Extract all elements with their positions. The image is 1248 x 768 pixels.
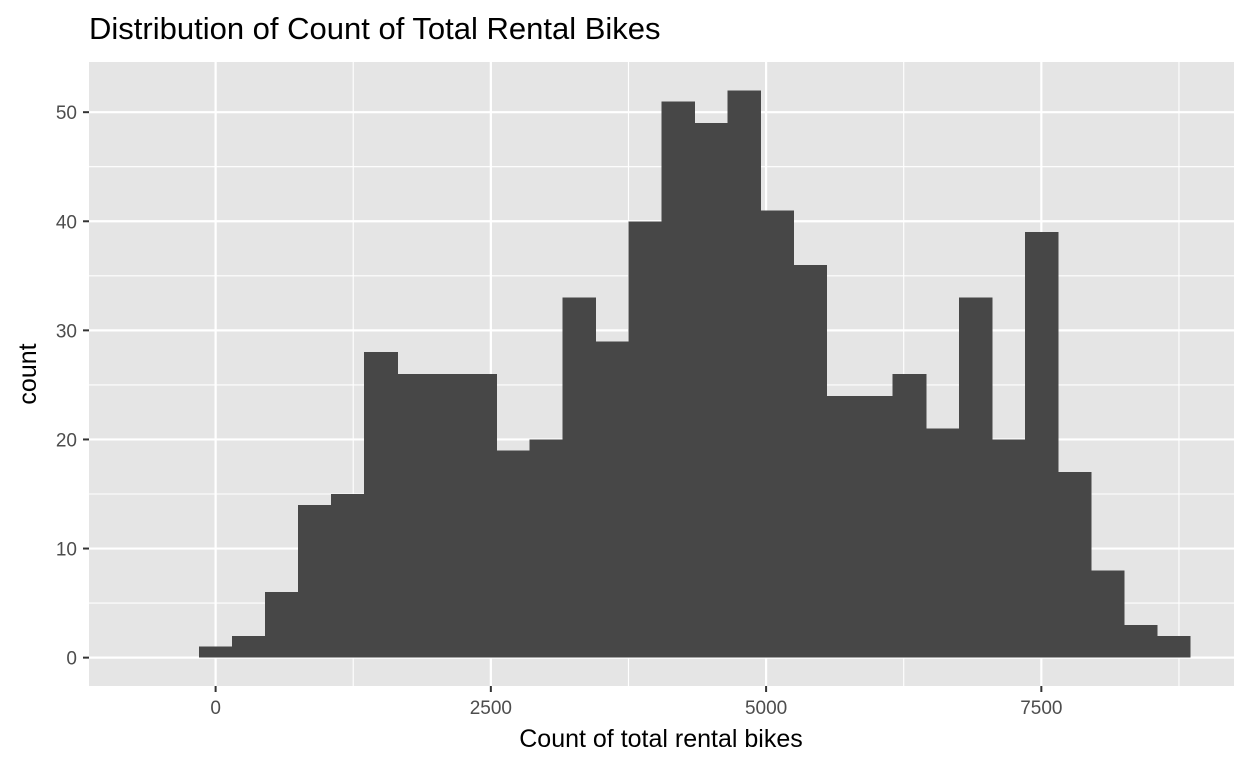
y-axis-title: count	[14, 343, 42, 404]
histogram-bar	[859, 395, 894, 658]
x-axis-title: Count of total rental bikes	[519, 725, 803, 753]
histogram-bar	[1057, 472, 1092, 658]
histogram-bar	[694, 123, 729, 658]
histogram-bar	[364, 352, 398, 658]
histogram-bar	[397, 374, 431, 658]
x-tick-label: 5000	[745, 698, 787, 719]
histogram-bar	[496, 450, 530, 658]
histogram-bar	[232, 635, 266, 658]
histogram-bar	[562, 297, 597, 658]
histogram-bar	[199, 646, 233, 658]
histogram-bar	[430, 374, 464, 658]
histogram-bar	[793, 264, 828, 658]
histogram-bar	[1090, 570, 1125, 658]
y-tick-label: 30	[56, 321, 77, 342]
histogram-bar	[331, 494, 365, 658]
y-tick-label: 20	[56, 430, 77, 451]
histogram-bar	[991, 439, 1026, 658]
histogram-bar	[1156, 635, 1191, 658]
y-tick-label: 10	[56, 540, 77, 561]
chart-title: Distribution of Count of Total Rental Bi…	[89, 11, 661, 46]
x-tick-label: 2500	[470, 698, 512, 719]
y-tick-label: 0	[66, 649, 77, 670]
histogram-bar	[1123, 624, 1158, 658]
histogram-bar	[265, 592, 299, 658]
histogram-bar	[826, 395, 861, 658]
histogram-bar	[298, 504, 332, 658]
histogram-bar	[1024, 232, 1059, 658]
histogram-bar	[661, 101, 696, 658]
x-tick-label: 7500	[1020, 698, 1062, 719]
y-tick-label: 50	[56, 103, 77, 124]
y-axis-ticks: 0 10 20 30 40 50	[56, 103, 89, 670]
histogram-bar	[892, 374, 927, 658]
histogram-bar	[958, 297, 993, 658]
histogram-bar	[628, 221, 663, 658]
x-axis-ticks: 0 2500 5000 7500	[210, 686, 1062, 719]
histogram-bar	[463, 374, 497, 658]
histogram-bar	[727, 90, 762, 658]
histogram-bar	[529, 439, 564, 658]
histogram-bars	[199, 90, 1191, 658]
y-tick-label: 40	[56, 212, 77, 233]
histogram-bar	[595, 341, 630, 658]
x-tick-label: 0	[210, 698, 221, 719]
histogram-bar	[925, 428, 960, 658]
histogram-bar	[760, 210, 795, 658]
